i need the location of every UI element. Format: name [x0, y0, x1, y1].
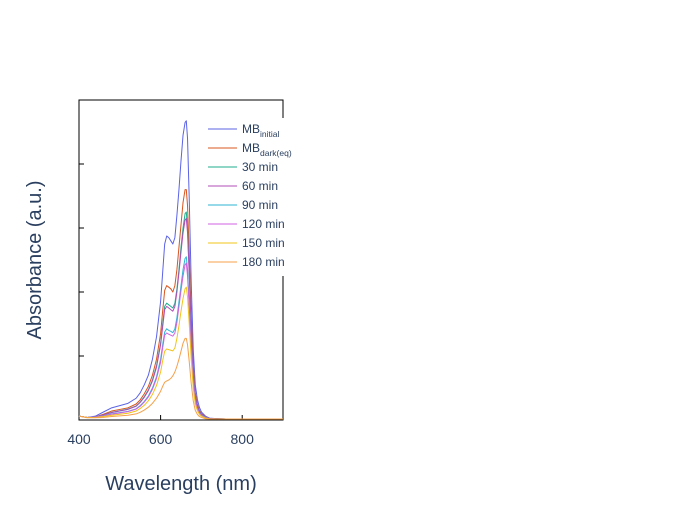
legend-item: 60 min [208, 179, 278, 193]
legend-label-subscript: dark(eq) [260, 148, 292, 158]
legend-label-main: MB [242, 122, 260, 136]
y-axis-label: Absorbance (a.u.) [24, 181, 46, 340]
legend-label-subscript: initial [260, 129, 279, 139]
series-line-4 [78, 256, 283, 420]
legend-label-main: 30 min [242, 160, 278, 174]
legend-label: MBinitial [242, 122, 279, 139]
series-line-0 [78, 120, 283, 420]
legend-label: 150 min [242, 236, 285, 250]
legend-label: 180 min [242, 255, 285, 269]
legend-item: MBdark(eq) [208, 141, 292, 158]
series-line-5 [78, 262, 283, 420]
legend-item: 180 min [208, 255, 285, 269]
legend-label-main: 90 min [242, 198, 278, 212]
x-tick-label: 800 [231, 431, 255, 447]
legend-label: MBdark(eq) [242, 141, 292, 158]
legend-label-main: MB [242, 141, 260, 155]
legend-label: 90 min [242, 198, 278, 212]
legend-item: 30 min [208, 160, 278, 174]
series-line-6 [78, 286, 283, 420]
x-tick-label: 400 [67, 431, 91, 447]
legend-label: 60 min [242, 179, 278, 193]
legend-label-main: 180 min [242, 255, 285, 269]
x-tick-label: 600 [149, 431, 173, 447]
legend-label-main: 150 min [242, 236, 285, 250]
series-lines [78, 120, 283, 420]
legend-label-main: 60 min [242, 179, 278, 193]
x-axis-ticks: 400 600 800 [67, 415, 254, 447]
legend-label-main: 120 min [242, 217, 285, 231]
legend-item: 150 min [208, 236, 285, 250]
legend-item: 120 min [208, 217, 285, 231]
legend-label: 30 min [242, 160, 278, 174]
legend-label: 120 min [242, 217, 285, 231]
legend-background [203, 118, 285, 276]
series-line-3 [78, 217, 283, 420]
legend-item: MBinitial [208, 122, 279, 139]
y-axis-ticks [79, 163, 84, 357]
x-axis-label: Wavelength (nm) [105, 473, 257, 495]
legend-item: 90 min [208, 198, 278, 212]
series-line-7 [78, 337, 283, 420]
